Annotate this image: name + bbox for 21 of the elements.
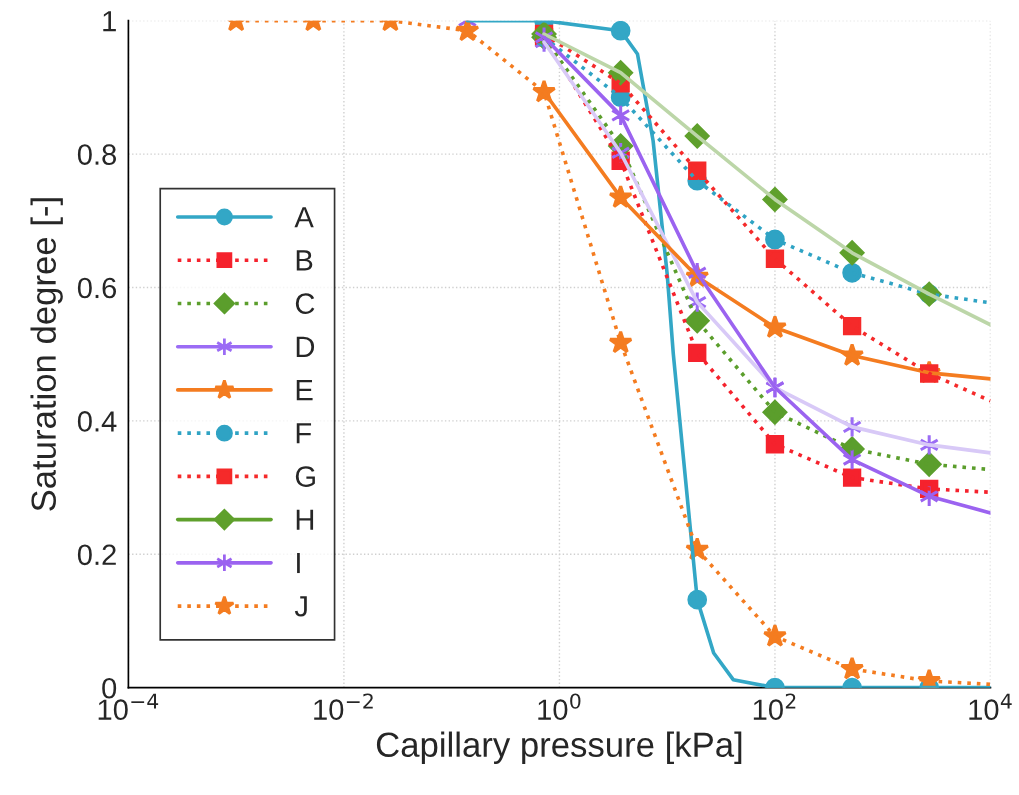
y-tick-label: 0.4 bbox=[77, 411, 117, 432]
y-tick-label: 0.8 bbox=[77, 144, 117, 165]
legend-label: D bbox=[296, 336, 315, 357]
legend-label: A bbox=[294, 207, 314, 228]
y-tick-label: 0.2 bbox=[77, 544, 116, 566]
x-tick-label: 10$^{0}$ bbox=[538, 693, 581, 720]
x-axis-title: Capillary pressure [kPa] bbox=[376, 731, 742, 764]
y-tick-label: 0.6 bbox=[77, 277, 116, 299]
legend-label: F bbox=[296, 423, 312, 444]
y-tick-label: 1 bbox=[103, 11, 116, 32]
legend-label: C bbox=[295, 293, 315, 314]
legend-label: H bbox=[296, 509, 314, 530]
legend-label: B bbox=[296, 250, 313, 271]
x-tick-label: 10$^{4}$ bbox=[969, 693, 1012, 721]
x-tick-label: 10$^{2}$ bbox=[753, 693, 796, 720]
x-tick-label: 10$^{−2}$ bbox=[314, 693, 373, 720]
y-axis-title: Saturation degree [-] bbox=[30, 198, 63, 511]
legend-label: E bbox=[296, 380, 313, 401]
legend-label: G bbox=[295, 466, 315, 487]
legend-label: J bbox=[294, 596, 307, 617]
legend-label: I bbox=[297, 552, 300, 574]
